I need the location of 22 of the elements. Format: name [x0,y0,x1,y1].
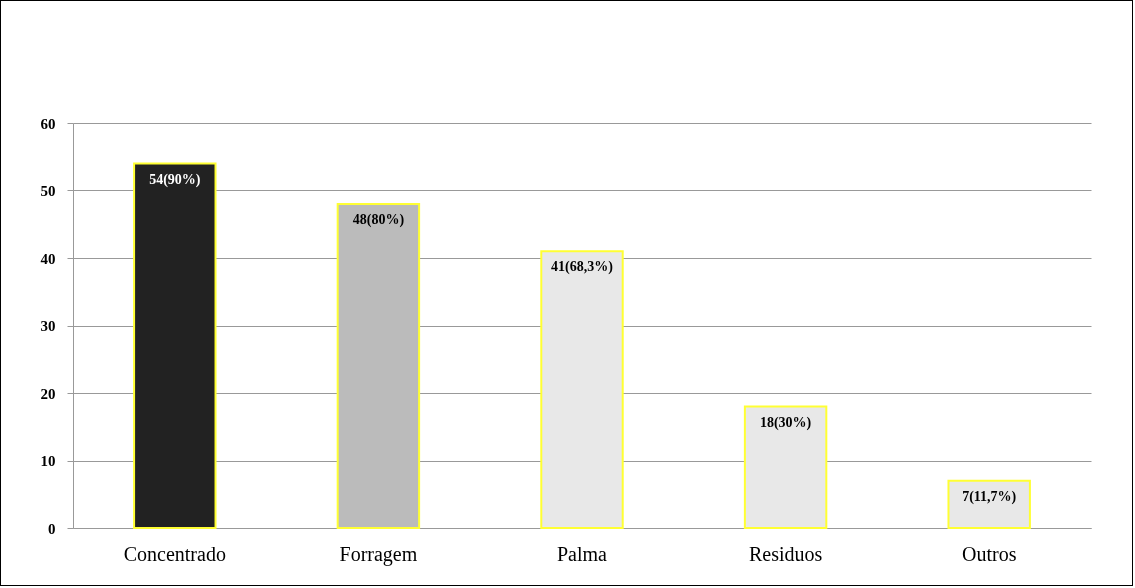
y-tick-label: 60 [40,115,56,132]
bar [743,405,828,529]
y-tick-label: 40 [40,250,56,267]
data-label: 7(11,7%) [962,488,1017,505]
x-tick-label: Palma [557,542,608,565]
y-tick-label: 10 [40,453,56,469]
bar [947,479,1031,529]
data-label: 18(30%) [759,414,812,431]
bar [133,162,217,529]
y-tick-label: 0 [48,520,56,537]
bar [336,203,421,529]
data-label: 48(80%) [352,212,405,228]
data-label: 54(90%) [149,171,201,188]
y-tick-label: 50 [40,183,56,199]
x-tick-label: Outros [961,542,1017,565]
x-tick-label: Forragem [339,542,418,566]
x-tick-label: Residuos [748,542,823,565]
y-tick-label: 30 [40,318,56,334]
data-label: 41(68,3%) [551,259,614,276]
x-tick-label: Concentrado [123,542,226,565]
bar [540,250,624,529]
y-tick-label: 20 [40,385,56,402]
